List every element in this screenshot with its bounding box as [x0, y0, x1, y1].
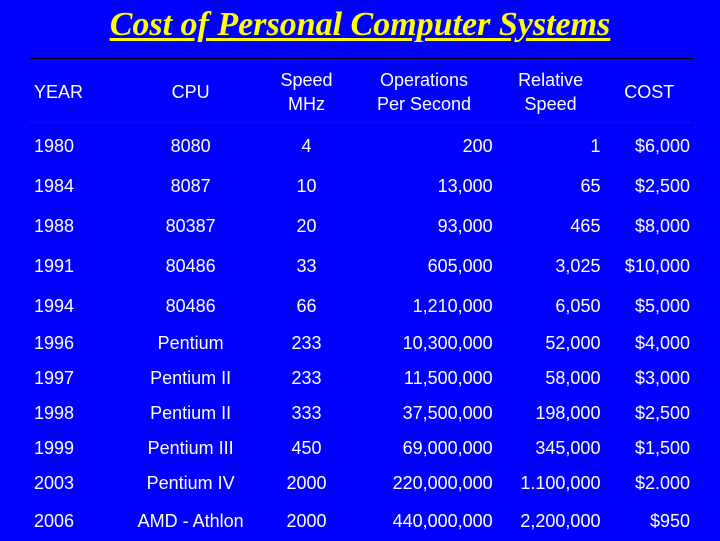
- cell-relative: 3,025: [497, 246, 605, 286]
- cell-speed: 2000: [262, 501, 351, 541]
- header-ops: Operations Per Second: [351, 59, 496, 126]
- cell-cpu: Pentium IV: [119, 466, 261, 501]
- cell-relative: 1.100,000: [497, 466, 605, 501]
- cell-cost: $1,500: [604, 431, 694, 466]
- cell-cpu: Pentium II: [119, 361, 261, 396]
- cell-ops: 93,000: [351, 206, 496, 246]
- cell-cost: $8,000: [604, 206, 694, 246]
- cell-speed: 450: [262, 431, 351, 466]
- cell-cpu: AMD - Athlon: [119, 501, 261, 541]
- cell-cost: $950: [604, 501, 694, 541]
- cell-speed: 4: [262, 126, 351, 167]
- cell-ops: 440,000,000: [351, 501, 496, 541]
- cell-relative: 198,000: [497, 396, 605, 431]
- header-speed-line2: MHz: [266, 92, 347, 116]
- header-speed-line1: Speed: [266, 68, 347, 92]
- cell-cpu: 8080: [119, 126, 261, 167]
- cell-year: 1980: [30, 126, 119, 167]
- header-speed: Speed MHz: [262, 59, 351, 126]
- cell-relative: 6,050: [497, 286, 605, 326]
- cell-speed: 10: [262, 166, 351, 206]
- cell-cost: $2,500: [604, 396, 694, 431]
- cell-speed: 20: [262, 206, 351, 246]
- header-relative-line1: Relative: [501, 68, 601, 92]
- header-ops-line1: Operations: [355, 68, 492, 92]
- cell-ops: 1,210,000: [351, 286, 496, 326]
- cell-ops: 10,300,000: [351, 326, 496, 361]
- cell-relative: 465: [497, 206, 605, 246]
- cell-relative: 1: [497, 126, 605, 167]
- cell-relative: 345,000: [497, 431, 605, 466]
- cell-ops: 11,500,000: [351, 361, 496, 396]
- cell-relative: 65: [497, 166, 605, 206]
- cell-speed: 233: [262, 326, 351, 361]
- cell-ops: 605,000: [351, 246, 496, 286]
- cell-cost: $3,000: [604, 361, 694, 396]
- cell-year: 1999: [30, 431, 119, 466]
- cell-speed: 2000: [262, 466, 351, 501]
- header-row: YEAR CPU Speed MHz Operations Per Second…: [30, 59, 694, 126]
- cell-ops: 220,000,000: [351, 466, 496, 501]
- cell-speed: 33: [262, 246, 351, 286]
- cell-speed: 66: [262, 286, 351, 326]
- header-cost: COST: [604, 59, 694, 126]
- header-relative-line2: Speed: [501, 92, 601, 116]
- cell-cost: $2,500: [604, 166, 694, 206]
- cell-year: 1994: [30, 286, 119, 326]
- cell-relative: 2,200,000: [497, 501, 605, 541]
- cell-year: 2006: [30, 501, 119, 541]
- header-ops-line2: Per Second: [355, 92, 492, 116]
- cell-year: 1991: [30, 246, 119, 286]
- cell-ops: 13,000: [351, 166, 496, 206]
- cell-cpu: Pentium III: [119, 431, 261, 466]
- cell-speed: 333: [262, 396, 351, 431]
- cell-cpu: 80486: [119, 246, 261, 286]
- cell-cost: $10,000: [604, 246, 694, 286]
- cell-cpu: 80387: [119, 206, 261, 246]
- cell-cost: $4,000: [604, 326, 694, 361]
- cell-ops: 69,000,000: [351, 431, 496, 466]
- slide-title: Cost of Personal Computer Systems: [0, 6, 720, 44]
- cell-cpu: 80486: [119, 286, 261, 326]
- cell-ops: 37,500,000: [351, 396, 496, 431]
- cell-year: 1996: [30, 326, 119, 361]
- cell-speed: 233: [262, 361, 351, 396]
- cell-year: 1988: [30, 206, 119, 246]
- cell-year: 2003: [30, 466, 119, 501]
- cell-cpu: Pentium II: [119, 396, 261, 431]
- cell-cpu: Pentium: [119, 326, 261, 361]
- cell-cost: $5,000: [604, 286, 694, 326]
- cell-ops: 200: [351, 126, 496, 167]
- cell-cost: $6,000: [604, 126, 694, 167]
- cell-year: 1984: [30, 166, 119, 206]
- cell-relative: 58,000: [497, 361, 605, 396]
- header-year: YEAR: [30, 59, 119, 126]
- cell-cpu: 8087: [119, 166, 261, 206]
- cell-cost: $2.000: [604, 466, 694, 501]
- cell-year: 1998: [30, 396, 119, 431]
- header-relative: Relative Speed: [497, 59, 605, 126]
- cost-table: YEAR CPU Speed MHz Operations Per Second…: [30, 58, 694, 541]
- cell-relative: 52,000: [497, 326, 605, 361]
- header-cpu: CPU: [119, 59, 261, 126]
- cell-year: 1997: [30, 361, 119, 396]
